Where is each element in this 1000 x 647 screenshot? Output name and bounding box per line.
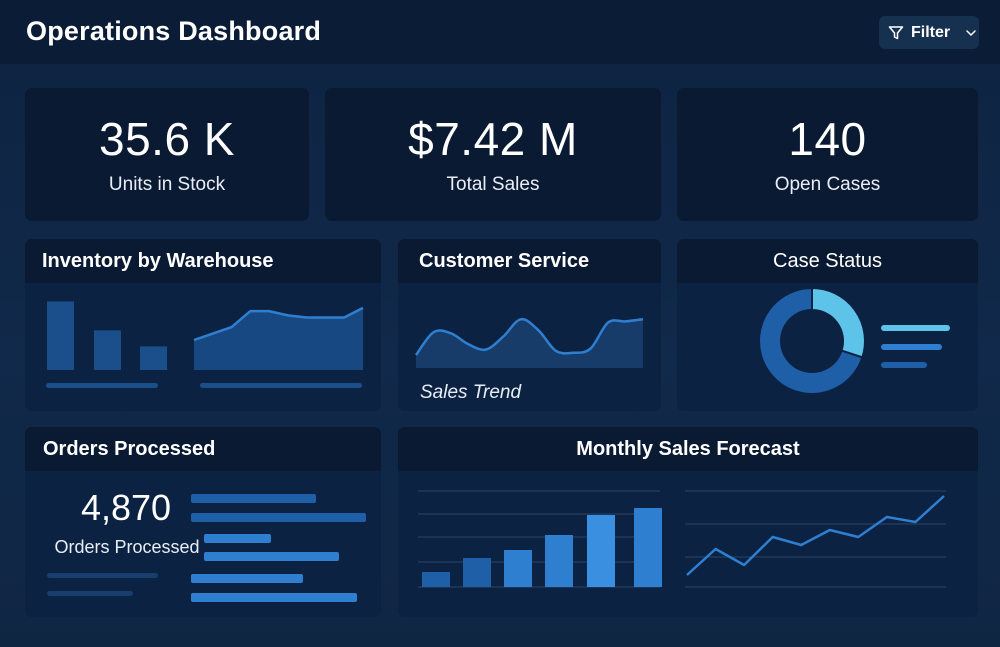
forecast-bar <box>422 572 450 587</box>
panel-body <box>398 471 978 617</box>
forecast-panel: Monthly Sales Forecast <box>398 427 978 617</box>
panel-body <box>677 283 978 411</box>
kpi-label: Total Sales <box>446 174 540 195</box>
inventory-bar <box>47 301 74 370</box>
kpi-card-units: 35.6 K Units in Stock <box>25 88 309 221</box>
kpi-value: 35.6 K <box>99 113 235 165</box>
panel-header: Customer Service <box>398 239 661 283</box>
panel-header: Monthly Sales Forecast <box>398 427 978 471</box>
panel-title: Customer Service <box>419 250 590 272</box>
funnel-icon <box>888 25 904 41</box>
orders-bars <box>47 494 366 602</box>
filter-label: Filter <box>911 23 951 41</box>
inventory-area-line <box>193 306 364 342</box>
kpi-card-cases: 140 Open Cases <box>677 88 978 221</box>
orders-panel: Orders Processed 4,870 Orders Processed <box>25 427 381 617</box>
legend-line <box>881 344 942 350</box>
panel-body: 4,870 Orders Processed <box>25 471 381 617</box>
order-bar <box>191 513 366 522</box>
kpi-value: $7.42 M <box>408 113 578 165</box>
forecast-chart <box>418 490 946 588</box>
forecast-line <box>686 495 945 576</box>
kpi-label: Units in Stock <box>108 174 226 195</box>
forecast-bar <box>587 515 615 587</box>
panel-title: Orders Processed <box>43 438 216 460</box>
kpi-label: Open Cases <box>774 174 881 195</box>
trend-label: Sales Trend <box>420 382 522 403</box>
order-bar <box>204 552 339 561</box>
customer-service-panel: Customer Service Sales Trend <box>398 239 661 411</box>
panel-header: Orders Processed <box>25 427 381 471</box>
donut-slice <box>811 286 866 359</box>
panel-header: Case Status <box>677 239 978 283</box>
case-status-panel: Case Status <box>677 239 978 411</box>
order-bar <box>191 494 316 503</box>
sales-trend-chart <box>414 317 644 368</box>
axis-track <box>200 383 362 388</box>
sales-trend-area <box>416 319 643 368</box>
axis-track <box>46 383 158 388</box>
placeholder-line <box>47 573 158 578</box>
panel-body <box>25 283 381 411</box>
donut-slice <box>758 286 864 395</box>
legend-line <box>881 325 950 331</box>
inventory-panel: Inventory by Warehouse <box>25 239 381 411</box>
forecast-bar <box>634 508 662 587</box>
inventory-bar <box>140 346 167 370</box>
page-title: Operations Dashboard <box>26 16 322 46</box>
filter-button[interactable]: Filter <box>879 16 979 49</box>
inventory-chart <box>46 301 364 388</box>
orders-value: 4,870 <box>80 487 172 528</box>
orders-label: Orders Processed <box>54 537 200 557</box>
chevron-down-icon <box>965 27 977 39</box>
panel-title: Case Status <box>773 250 882 272</box>
sales-trend-line <box>414 317 644 356</box>
order-bar <box>191 593 357 602</box>
forecast-bar <box>463 558 491 587</box>
kpi-value: 140 <box>788 113 867 165</box>
forecast-bar <box>504 550 532 587</box>
panel-title: Inventory by Warehouse <box>42 250 274 272</box>
kpi-card-sales: $7.42 M Total Sales <box>325 88 661 221</box>
panel-header: Inventory by Warehouse <box>25 239 381 283</box>
placeholder-line <box>47 591 133 596</box>
order-bar <box>191 574 303 583</box>
case-status-donut <box>758 286 950 395</box>
order-bar <box>204 534 271 543</box>
panel-title: Monthly Sales Forecast <box>576 438 800 460</box>
top-bar: Operations Dashboard Filter <box>0 0 1000 64</box>
legend-line <box>881 362 927 368</box>
forecast-bar <box>545 535 573 587</box>
inventory-bar <box>94 330 121 370</box>
panel-body: Sales Trend <box>398 283 661 411</box>
